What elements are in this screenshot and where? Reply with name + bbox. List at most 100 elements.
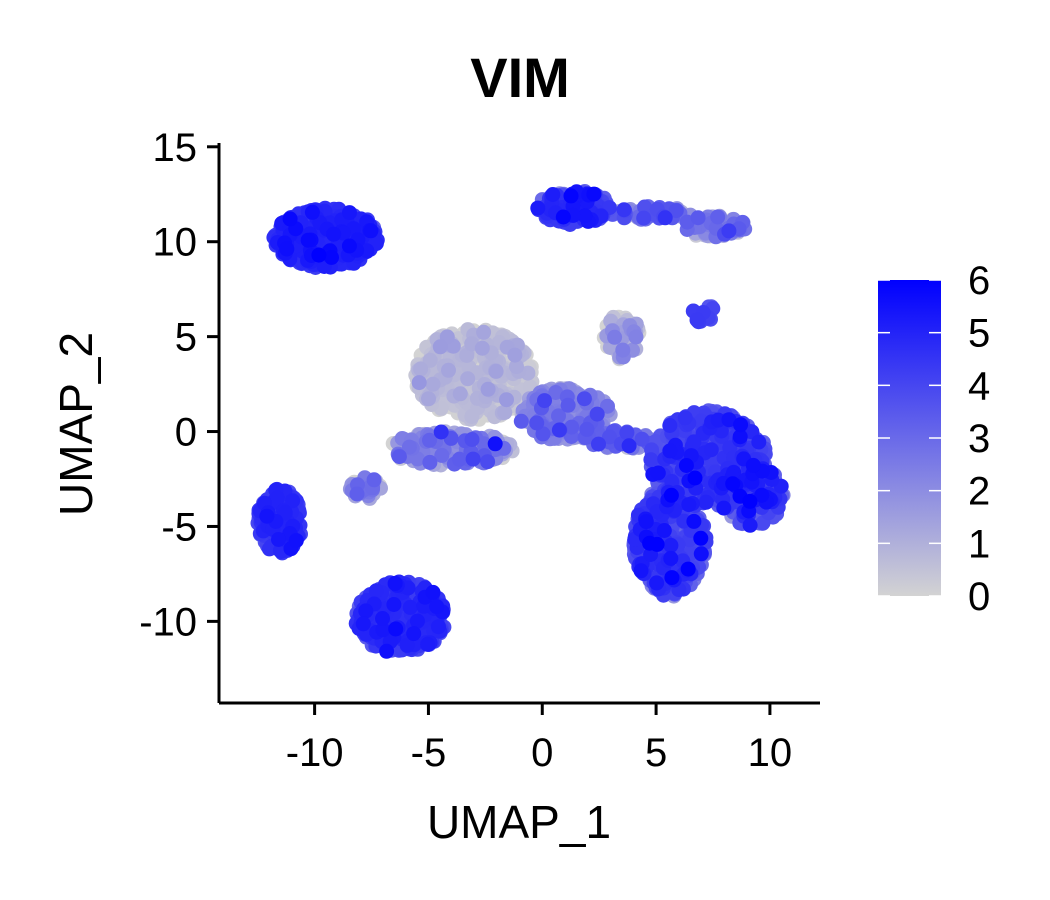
scatter-point	[637, 199, 653, 215]
scatter-point	[386, 597, 402, 612]
scatter-point	[650, 465, 666, 481]
scatter-point	[742, 517, 758, 533]
scatter-point	[721, 412, 737, 428]
colorbar-tick-label: 2	[968, 470, 990, 514]
scatter-point	[399, 637, 415, 653]
scatter-point	[497, 404, 513, 420]
scatter-point	[464, 432, 480, 447]
scatter-point	[363, 223, 379, 239]
scatter-point	[633, 563, 649, 579]
scatter-point	[513, 413, 529, 429]
colorbar-tick-label: 6	[968, 259, 990, 303]
scatter-point	[425, 584, 441, 600]
scatter-point	[422, 352, 438, 368]
scatter-point	[431, 619, 446, 635]
scatter-point	[686, 513, 702, 529]
scatter-point	[716, 500, 732, 516]
scatter-point	[480, 454, 496, 470]
scatter-point	[422, 432, 437, 448]
scatter-point	[413, 361, 429, 377]
scatter-point	[680, 561, 696, 577]
scatter-point	[732, 429, 748, 445]
scatter-point	[579, 421, 595, 437]
scatter-point	[693, 530, 709, 546]
scatter-point	[545, 187, 561, 202]
scatter-point	[452, 386, 468, 402]
scatter-point	[420, 636, 436, 652]
color-legend: 0 1 2 3 4 5 6	[878, 259, 990, 619]
scatter-point	[271, 532, 286, 547]
scatter-point	[600, 398, 615, 414]
scatter-point	[638, 514, 654, 530]
scatter-point	[530, 200, 546, 216]
scatter-point	[388, 621, 404, 637]
scatter-point	[591, 436, 606, 452]
scatter-point	[619, 425, 635, 441]
x-tick-label: 10	[748, 731, 793, 775]
scatter-point	[422, 454, 438, 470]
scatter-point	[733, 417, 749, 433]
scatter-point	[375, 622, 391, 638]
scatter-point	[663, 487, 679, 503]
scatter-point	[285, 493, 301, 509]
scatter-point	[460, 371, 476, 387]
colorbar-tick-label: 3	[968, 417, 990, 461]
scatter-point	[710, 412, 726, 428]
colorbar-tick-label: 0	[968, 575, 990, 619]
scatter-point	[507, 347, 523, 363]
scatter-point	[636, 210, 652, 226]
scatter-point	[401, 439, 417, 455]
scatter-point	[607, 329, 623, 345]
scatter-point	[509, 359, 524, 375]
scatter-point	[459, 347, 475, 363]
scatter-point	[304, 204, 320, 220]
scatter-point	[537, 393, 552, 409]
scatter-point	[564, 419, 580, 435]
scatter-point	[465, 451, 481, 467]
scatter-point	[409, 613, 425, 629]
scatter-point	[324, 249, 339, 265]
scatter-point	[366, 472, 382, 488]
scatter-point	[433, 424, 449, 440]
scatter-point	[499, 392, 514, 408]
scatter-point	[634, 431, 650, 447]
scatter-point	[391, 449, 407, 465]
y-tick-label: 0	[175, 411, 197, 455]
scatter-point	[563, 188, 579, 204]
scatter-point	[282, 211, 298, 227]
scatter-point	[300, 232, 316, 248]
x-tick-label: -5	[411, 731, 447, 775]
colorbar-tick-label: 1	[968, 522, 990, 566]
scatter-point	[474, 340, 490, 356]
scatter-point	[349, 486, 365, 502]
scatter-point	[421, 391, 436, 407]
scatter-point	[589, 406, 605, 422]
scatter-point	[326, 226, 342, 242]
scatter-point	[754, 487, 770, 503]
y-tick-label: -10	[139, 600, 197, 644]
scatter-point	[476, 324, 492, 340]
x-tick-label: 0	[531, 731, 553, 775]
scatter-point	[548, 385, 564, 400]
scatter-point	[311, 247, 327, 263]
scatter-point	[656, 523, 672, 538]
scatter-point	[664, 570, 680, 586]
scatter-point	[663, 550, 679, 566]
scatter-point	[535, 426, 551, 442]
colorbar-ticks: 0 1 2 3 4 5 6	[878, 259, 990, 619]
x-tick-label: -10	[286, 731, 344, 775]
scatter-point	[687, 470, 703, 486]
scatter-point	[703, 442, 719, 458]
scatter-point	[742, 493, 758, 509]
scatter-point	[429, 599, 445, 615]
scatter-point	[662, 443, 678, 459]
scatter-point	[358, 603, 374, 619]
scatter-point	[411, 375, 427, 391]
axes: -10 -5 0 5 10 -10 -5 0 5 10 15	[139, 126, 820, 775]
scatter-point	[560, 397, 576, 413]
scatter-point	[288, 533, 304, 549]
scatter-point	[677, 410, 693, 426]
scatter-point	[551, 408, 566, 424]
scatter-point	[487, 436, 503, 452]
